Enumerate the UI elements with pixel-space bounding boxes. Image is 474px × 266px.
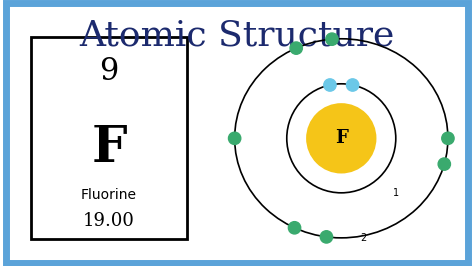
Text: 1: 1 <box>393 188 400 198</box>
Ellipse shape <box>307 104 375 172</box>
Text: Atomic Structure: Atomic Structure <box>79 19 395 53</box>
Ellipse shape <box>288 222 301 234</box>
Ellipse shape <box>326 33 338 45</box>
Ellipse shape <box>346 79 359 91</box>
Ellipse shape <box>438 158 450 170</box>
Ellipse shape <box>290 42 302 54</box>
Text: F: F <box>91 124 127 173</box>
Text: Fluorine: Fluorine <box>81 188 137 202</box>
Bar <box>31 37 187 239</box>
Ellipse shape <box>324 79 336 91</box>
Ellipse shape <box>228 132 241 144</box>
Text: F: F <box>335 129 348 147</box>
Text: 2: 2 <box>360 232 366 243</box>
Ellipse shape <box>320 231 333 243</box>
Text: 19.00: 19.00 <box>83 212 135 230</box>
Text: 9: 9 <box>100 56 118 87</box>
Ellipse shape <box>442 132 454 144</box>
